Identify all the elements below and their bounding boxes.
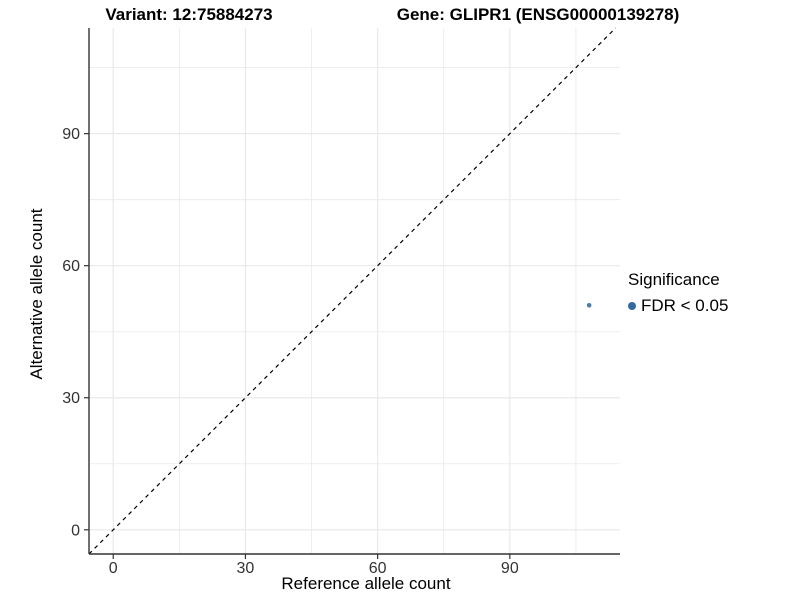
x-tick-label: 60 <box>369 560 387 577</box>
legend-item-fdr: FDR < 0.05 <box>628 296 728 316</box>
gene-title: Gene: GLIPR1 (ENSG00000139278) <box>396 5 680 24</box>
y-tick-label: 30 <box>62 390 80 407</box>
x-tick-label: 30 <box>237 560 255 577</box>
data-point <box>586 303 592 308</box>
y-tick-label: 60 <box>62 258 80 275</box>
y-tick-label: 0 <box>71 522 80 539</box>
legend-key-dot-icon <box>628 302 636 310</box>
variant-title: Variant: 12:75884273 <box>105 5 273 24</box>
legend-item-label: FDR < 0.05 <box>641 296 729 315</box>
x-tick-label: 90 <box>501 560 519 577</box>
x-axis-title: Reference allele count <box>281 574 451 593</box>
legend-title: Significance <box>628 270 720 289</box>
identity-dashed-line <box>88 27 617 555</box>
y-tick-label: 90 <box>62 126 80 143</box>
x-tick-label: 0 <box>109 560 118 577</box>
legend: Significance FDR < 0.05 <box>628 270 728 316</box>
